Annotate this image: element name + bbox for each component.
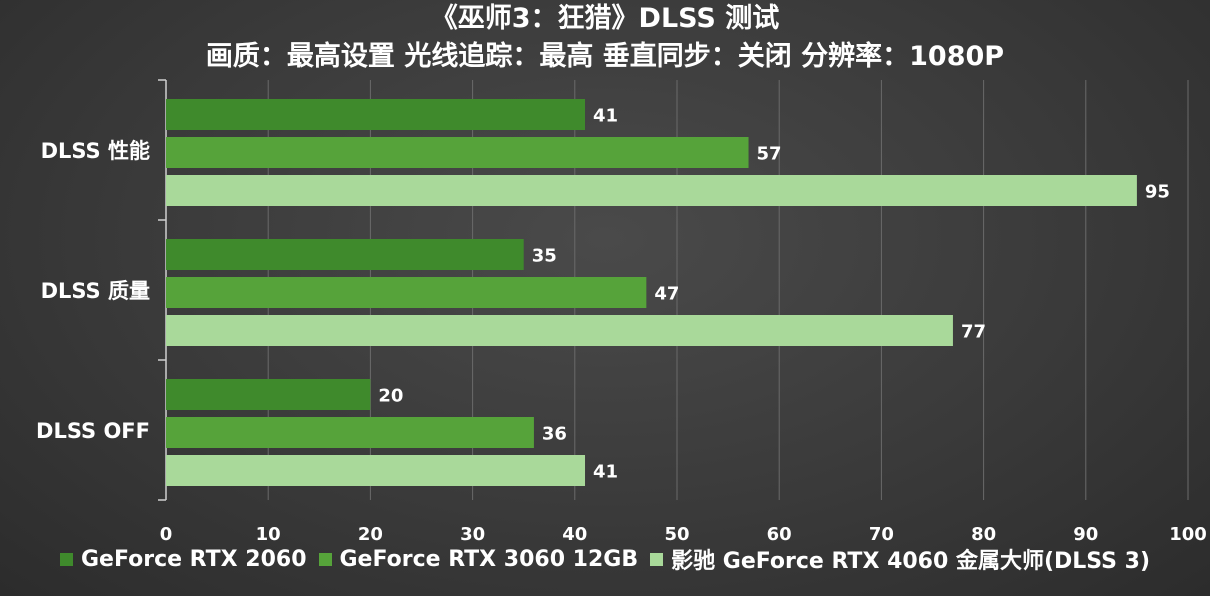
chart-legend: GeForce RTX 2060 GeForce RTX 3060 12GB 影… <box>0 543 1210 575</box>
data-label: 20 <box>378 386 403 407</box>
legend-item-rtx2060: GeForce RTX 2060 <box>59 546 307 572</box>
legend-swatch-rtx4060 <box>650 552 664 566</box>
legend-label-rtx3060: GeForce RTX 3060 12GB <box>339 546 639 572</box>
x-tick-label: 0 <box>160 524 173 545</box>
legend-label-rtx4060: 影驰 GeForce RTX 4060 金属大师(DLSS 3) <box>671 549 1151 574</box>
bar <box>166 277 647 308</box>
bar <box>166 239 524 270</box>
bar <box>166 417 534 448</box>
data-label: 35 <box>532 246 557 267</box>
x-tick-label: 20 <box>358 524 383 545</box>
legend-item-rtx4060: 影驰 GeForce RTX 4060 金属大师(DLSS 3) <box>650 543 1150 575</box>
data-label: 41 <box>593 106 618 127</box>
legend-label-rtx2060: GeForce RTX 2060 <box>80 546 307 572</box>
data-label: 77 <box>961 322 986 343</box>
category-label: DLSS 质量 <box>41 279 150 303</box>
data-label: 41 <box>593 462 618 483</box>
x-tick-label: 70 <box>869 524 894 545</box>
data-label: 47 <box>654 284 679 305</box>
bar <box>166 137 749 168</box>
x-tick-label: 100 <box>1169 524 1207 545</box>
legend-item-rtx3060: GeForce RTX 3060 12GB <box>318 546 639 572</box>
x-tick-label: 90 <box>1073 524 1098 545</box>
x-tick-label: 50 <box>664 524 689 545</box>
bar <box>166 99 586 130</box>
bar <box>166 315 953 346</box>
x-tick-label: 40 <box>562 524 587 545</box>
data-label: 36 <box>542 424 567 445</box>
data-label: 95 <box>1145 182 1170 203</box>
category-label: DLSS 性能 <box>41 139 150 163</box>
bar <box>166 455 586 486</box>
chart-subtitle: 画质：最高设置 光线追踪：最高 垂直同步：关闭 分辨率：1080P <box>205 41 1005 72</box>
x-tick-label: 30 <box>460 524 485 545</box>
chart-title: 《巫师3：狂猎》DLSS 测试 <box>430 3 780 34</box>
x-tick-label: 80 <box>971 524 996 545</box>
x-tick-label: 60 <box>767 524 792 545</box>
bar <box>166 175 1137 206</box>
bar <box>166 379 371 410</box>
x-tick-label: 10 <box>256 524 281 545</box>
category-label: DLSS OFF <box>36 419 150 443</box>
legend-swatch-rtx3060 <box>318 552 332 566</box>
legend-swatch-rtx2060 <box>59 552 73 566</box>
data-label: 57 <box>757 144 782 165</box>
